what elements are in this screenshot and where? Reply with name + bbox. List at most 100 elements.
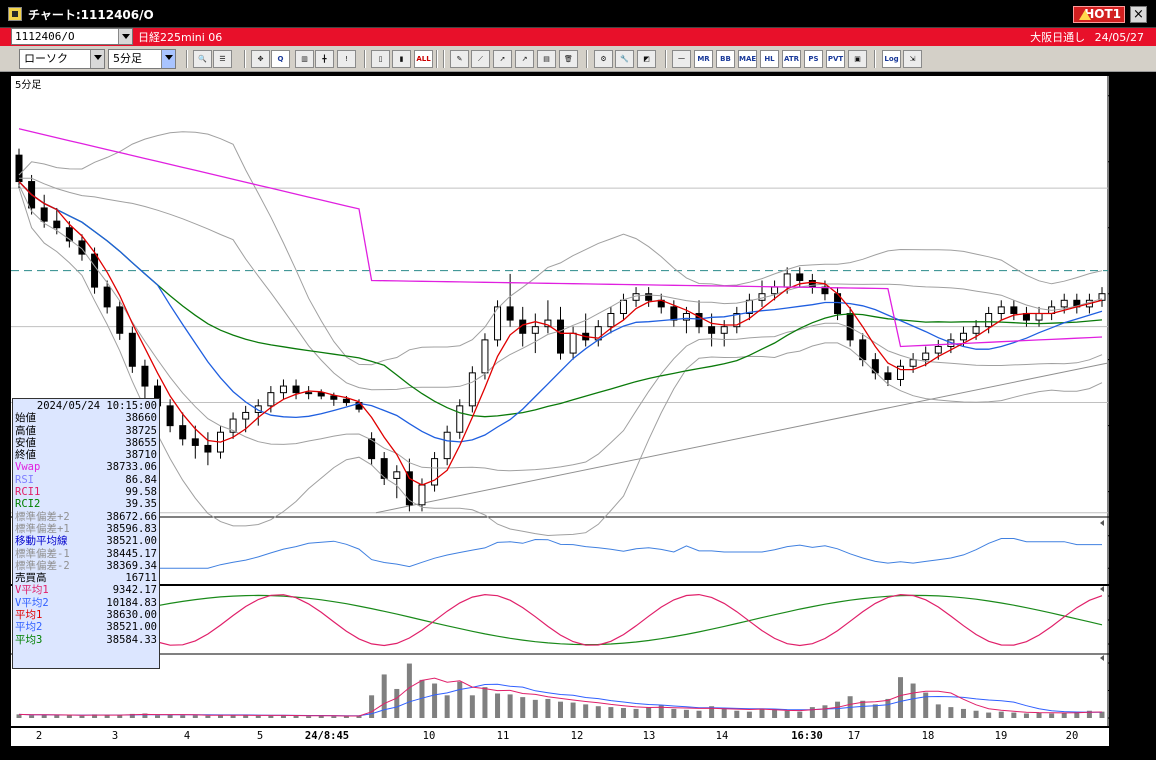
volume-bar: [79, 715, 85, 718]
symbol-select[interactable]: 1112406/O: [11, 28, 133, 45]
info-label: RCI2: [15, 498, 41, 511]
export-icon[interactable]: ⇲: [903, 50, 922, 68]
info-value: 38521.00: [106, 621, 157, 634]
hl-button[interactable]: HL: [760, 50, 779, 68]
chevron-down-icon[interactable]: [90, 50, 104, 68]
volume-bar: [293, 715, 299, 718]
info-value: 39.35: [125, 498, 157, 511]
mr-button[interactable]: MR: [694, 50, 713, 68]
candle-body: [796, 273, 804, 282]
candle-body: [242, 411, 250, 420]
candle-body: [619, 299, 627, 314]
pvt-button[interactable]: PVT: [826, 50, 845, 68]
candle-body: [1035, 312, 1043, 321]
ps-button[interactable]: PS: [804, 50, 823, 68]
info-value: 10184.83: [106, 596, 157, 609]
volume-bar: [872, 704, 878, 718]
bollinger-lower1: [18, 184, 1103, 472]
info-row: V平均1 9342.17: [15, 584, 157, 596]
hot-badge[interactable]: HOT1: [1073, 6, 1125, 23]
info-value: 38655: [125, 436, 157, 449]
info-row: 平均1 38630.00: [15, 609, 157, 621]
candle-body: [682, 312, 690, 321]
atr-button[interactable]: ATR: [782, 50, 801, 68]
compare-icon[interactable]: ☰: [213, 50, 232, 68]
info-value: 38630.00: [106, 609, 157, 622]
indicator-icon[interactable]: ╋: [315, 50, 334, 68]
info-value: 38596.83: [106, 522, 157, 535]
candle-body: [418, 484, 426, 506]
volume-bar: [658, 705, 664, 718]
candle-body: [922, 352, 930, 361]
volume-bar: [595, 706, 601, 718]
x-axis-label: 19: [994, 730, 1008, 742]
candle-body: [229, 418, 237, 433]
settings-icon[interactable]: ⚙: [594, 50, 613, 68]
volume-bar: [558, 701, 563, 718]
candle-body: [1098, 293, 1106, 301]
bollinger-upper2: [18, 131, 1103, 366]
chevron-down-icon[interactable]: [161, 50, 175, 68]
crosshair-icon[interactable]: ✥: [251, 50, 270, 68]
pencil-icon[interactable]: ✎: [450, 50, 469, 68]
candle-body: [166, 405, 174, 427]
close-button[interactable]: ×: [1130, 6, 1147, 23]
bottom-strip: [0, 746, 1156, 760]
warning-icon[interactable]: !: [337, 50, 356, 68]
info-row: 売買高 16711: [15, 572, 157, 584]
arrow-icon[interactable]: ↗: [515, 50, 534, 68]
chart-type-select[interactable]: ローソク: [19, 49, 105, 69]
bar-scale-icon[interactable]: ▥: [295, 50, 314, 68]
candle-body: [645, 293, 653, 301]
volume-bar: [356, 715, 362, 718]
candle-b-icon[interactable]: ▮: [392, 50, 411, 68]
candle-body: [783, 273, 791, 288]
trend-tool-icon[interactable]: ⟋: [471, 50, 490, 68]
timeframe-value: 5分足: [113, 52, 142, 65]
trash-icon[interactable]: 🗑: [559, 50, 578, 68]
cursor-icon[interactable]: ➚: [493, 50, 512, 68]
frame-icon[interactable]: ▣: [848, 50, 867, 68]
mae-button[interactable]: MAE: [738, 50, 757, 68]
candle-body: [695, 312, 703, 328]
chart-area[interactable]: 3900038900388003870038600385003840080.00…: [11, 76, 1109, 726]
x-axis-label: 3: [111, 730, 119, 742]
note-icon[interactable]: ▤: [537, 50, 556, 68]
x-axis-label: 4: [183, 730, 191, 742]
info-label: 高値: [15, 424, 36, 437]
volume-bar: [646, 707, 652, 718]
candle-body: [393, 471, 401, 479]
app-icon: [8, 7, 22, 21]
chevron-down-icon[interactable]: [118, 29, 132, 44]
volume-bar: [394, 688, 400, 718]
log-button[interactable]: Log: [882, 50, 901, 68]
volume-bar: [54, 715, 60, 718]
timeframe-select[interactable]: 5分足: [108, 49, 176, 69]
search-chart-icon[interactable]: Q: [271, 50, 290, 68]
candle-a-icon[interactable]: ▯: [371, 50, 390, 68]
chart-timeframe-label: 5分足: [15, 79, 41, 91]
volume-bar: [885, 698, 891, 718]
wrench-icon[interactable]: 🔧: [615, 50, 634, 68]
vwap-line: [18, 128, 1103, 348]
zoom-icon[interactable]: 🔍: [193, 50, 212, 68]
toolbar-separator: [443, 50, 445, 68]
x-axis: 2 3 4 5 24/8:45 10 11 12 13 14 16:30 17 18 19 20: [11, 727, 1109, 746]
chart-canvas[interactable]: 3900038900388003870038600385003840080.00…: [11, 76, 1109, 726]
info-row: Vwap 38733.06: [15, 461, 157, 473]
info-row: RCI1 99.58: [15, 486, 157, 498]
candle-body: [708, 326, 716, 334]
chart-background: [11, 76, 1109, 726]
info-label: RCI1: [15, 486, 41, 499]
volume-bar: [683, 709, 689, 718]
info-row: 標準偏差-2 38369.34: [15, 560, 157, 572]
volume-bar: [469, 695, 475, 718]
volume-bar: [960, 708, 966, 718]
all-button[interactable]: ALL: [414, 50, 433, 68]
candle-body: [40, 207, 48, 222]
palette-icon[interactable]: ◩: [637, 50, 656, 68]
volume-bar: [860, 700, 866, 718]
x-axis-label: 18: [921, 730, 935, 742]
bb-button[interactable]: BB: [716, 50, 735, 68]
ichimoku-button[interactable]: 一: [672, 50, 691, 68]
